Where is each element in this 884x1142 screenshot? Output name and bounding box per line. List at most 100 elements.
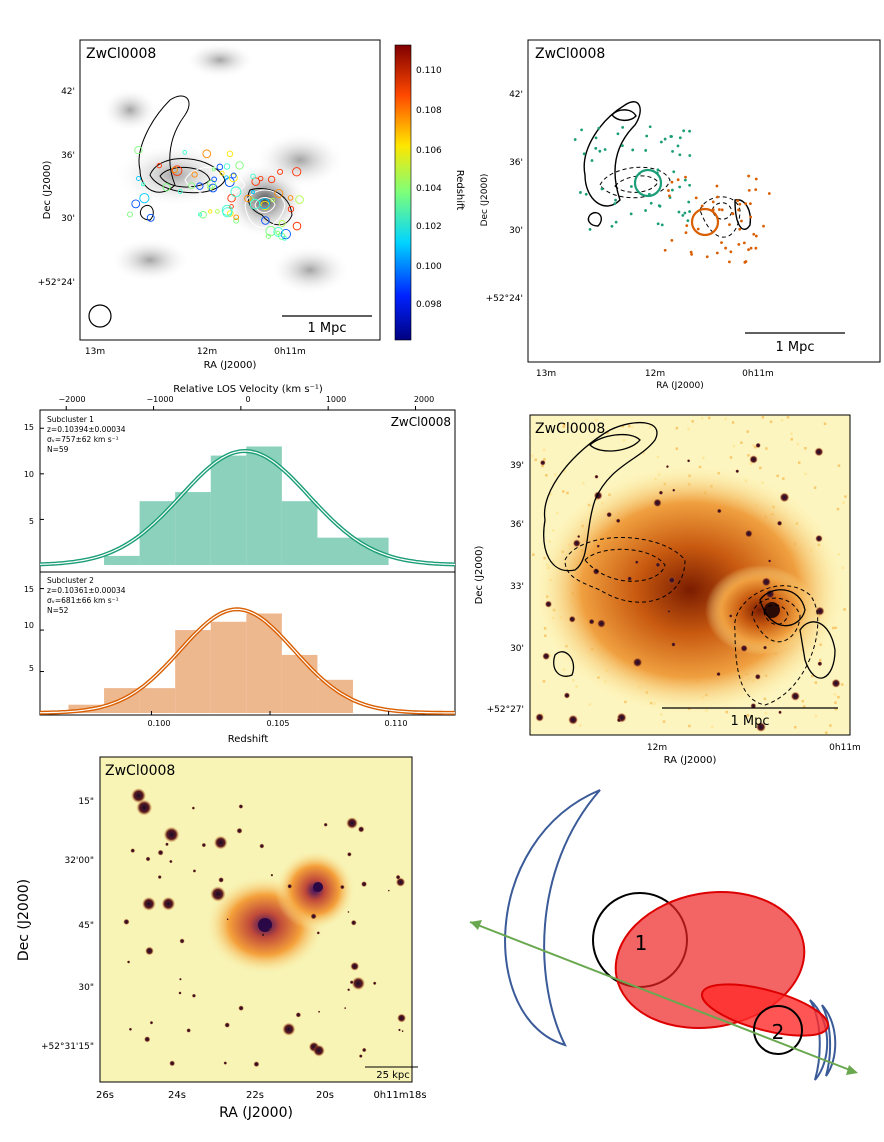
panel-a-beam xyxy=(88,304,112,328)
panel-b-xtick: 13m xyxy=(536,369,556,379)
subcluster2-member xyxy=(762,224,765,228)
star xyxy=(397,1013,407,1023)
panel-d-title: ZwCl0008 xyxy=(535,421,605,437)
subcluster1-sigma: σᵥ=757±62 km s⁻¹ xyxy=(47,435,119,444)
subcluster2-member xyxy=(731,212,734,215)
subcluster2-member xyxy=(684,231,688,234)
panel-b-title: ZwCl0008 xyxy=(535,46,605,62)
star xyxy=(270,873,274,877)
star xyxy=(128,1027,133,1031)
merger-axis xyxy=(469,921,856,1073)
panel-a-xtick: 13m xyxy=(85,347,105,357)
star xyxy=(224,1022,230,1028)
colorbar-tick: 0.108 xyxy=(416,106,442,116)
panel-b-scalebar-label: 1 Mpc xyxy=(775,340,814,355)
subcluster1-member xyxy=(629,212,633,216)
galaxy-marker xyxy=(146,213,155,222)
galaxy-marker xyxy=(292,221,302,231)
noise-pixel xyxy=(549,493,553,496)
star xyxy=(131,788,147,804)
noise-pixel xyxy=(764,711,768,715)
subcluster1-member xyxy=(600,187,604,191)
point-source xyxy=(563,692,571,699)
noise-pixel xyxy=(691,420,694,423)
galaxy-marker xyxy=(278,219,286,227)
noise-pixel xyxy=(542,448,546,452)
noise-pixel xyxy=(707,416,711,420)
subcluster1-member xyxy=(621,125,625,129)
point-source xyxy=(634,560,639,565)
galaxy-marker xyxy=(196,182,204,190)
noise-pixel xyxy=(575,685,578,688)
galaxy-core xyxy=(313,882,323,892)
galaxy-marker xyxy=(208,183,218,193)
velocity-tick: 1000 xyxy=(326,395,346,404)
point-source xyxy=(817,661,823,667)
star xyxy=(126,960,131,964)
noise-pixel xyxy=(553,473,557,476)
subcluster2-member xyxy=(754,246,758,250)
subcluster2-member xyxy=(744,202,748,206)
panel-d-scalebar-label: 1 Mpc xyxy=(730,714,769,729)
panel-a-xray-contours xyxy=(184,166,286,228)
galaxy-marker xyxy=(211,176,217,183)
galaxy-marker xyxy=(250,173,256,180)
panel-e-ylabel: Dec (J2000) xyxy=(16,879,32,961)
subcluster1-label: 1 xyxy=(635,931,648,955)
galaxy-marker xyxy=(202,149,212,159)
subcluster1-member xyxy=(616,132,620,136)
panel-d-ylabel: Dec (J2000) xyxy=(474,546,485,605)
star xyxy=(213,835,228,850)
noise-pixel xyxy=(747,454,750,457)
subcluster2-member xyxy=(668,194,671,198)
noise-pixel xyxy=(725,710,729,714)
subcluster1-member xyxy=(672,170,676,174)
subcluster2-centroid xyxy=(690,207,720,237)
panel-d-ytick: +52°27' xyxy=(487,705,524,715)
star xyxy=(210,886,226,902)
panel-a-ytick: +52°24' xyxy=(38,278,75,288)
noise-pixel xyxy=(790,432,793,436)
noise-pixel xyxy=(562,423,566,426)
panel-a-colorbar xyxy=(394,44,412,341)
point-source xyxy=(686,459,691,463)
histogram-bar xyxy=(139,688,176,713)
subcluster2-member xyxy=(711,208,715,212)
noise-pixel xyxy=(804,472,807,476)
panel-e-xtick: 20s xyxy=(316,1090,334,1101)
point-source xyxy=(542,652,550,661)
subcluster2-member xyxy=(728,260,731,264)
galaxy-marker xyxy=(277,168,284,175)
subcluster1-member xyxy=(597,126,601,130)
velocity-tick: −1000 xyxy=(146,395,173,404)
galaxy-marker xyxy=(136,175,142,181)
point-source xyxy=(568,714,579,725)
noise-pixel xyxy=(702,456,705,460)
star xyxy=(323,822,328,827)
galaxy-marker xyxy=(251,190,256,194)
panel-a-ytick: 36' xyxy=(61,151,75,161)
subcluster2-z: z=0.10361±0.00034 xyxy=(47,586,126,595)
galaxy-marker xyxy=(233,214,239,221)
subcluster2-member xyxy=(667,189,670,192)
panel-a-ylabel: Dec (J2000) xyxy=(42,161,53,220)
subcluster2-member xyxy=(754,234,758,238)
star xyxy=(387,889,390,892)
noise-pixel xyxy=(543,458,546,461)
panel-d-xray-contours xyxy=(564,537,819,706)
noise-pixel xyxy=(572,679,575,682)
subcluster1-member xyxy=(582,152,586,156)
redshift-tick: 0.110 xyxy=(385,719,408,728)
subcluster2-member xyxy=(711,200,715,204)
subcluster2-member xyxy=(663,248,667,252)
subcluster1-member xyxy=(686,219,690,223)
galaxy-marker xyxy=(199,210,207,219)
subcluster1-member xyxy=(656,222,660,226)
star xyxy=(401,1030,404,1033)
galaxy-marker xyxy=(171,166,178,174)
panel-e-ytick: 30" xyxy=(78,983,94,993)
subcluster2-member xyxy=(670,238,674,242)
panel-a-xlabel: RA (J2000) xyxy=(204,360,257,371)
bcg-core xyxy=(258,918,272,932)
count-tick: 10 xyxy=(24,621,34,630)
